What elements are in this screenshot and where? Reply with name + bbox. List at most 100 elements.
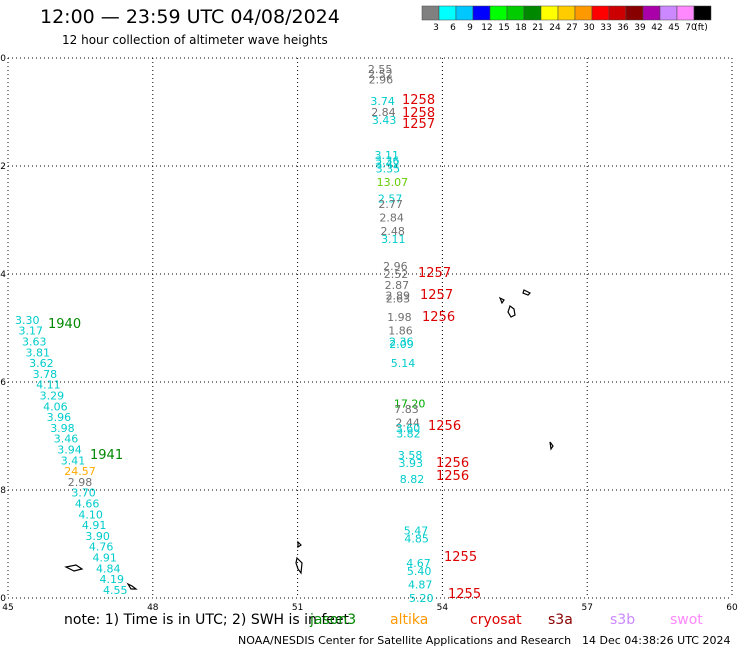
observations: 2.552.522.963.742.843.433.113.363.423.35… [15, 63, 434, 605]
legend-swatch [574, 5, 593, 21]
pass-number: 1256 [436, 456, 469, 471]
wave-height-value: 3.81 [26, 346, 50, 359]
legend-label: 36 [617, 23, 629, 33]
wave-height-value: 4.11 [36, 379, 61, 392]
satellite-s3a: s3a [548, 612, 573, 628]
color-legend: 3 6 9 12 15 18 21 24 27 30 33 36 39 42 45 70(ft) [421, 5, 712, 33]
island-outline [522, 289, 532, 296]
wave-height-value: 3.62 [29, 357, 54, 370]
wave-height-value: 3.11 [381, 233, 406, 246]
map-grid: 45 48 51 54 57 60 0 -2 -4 -6 -8 -10 [0, 54, 738, 613]
x-tick-label: 57 [581, 603, 592, 613]
land-outlines [64, 289, 554, 590]
wave-height-value: 2.84 [371, 106, 396, 119]
legend-swatch [557, 5, 576, 21]
wave-height-value: 3.90 [85, 530, 110, 543]
wave-height-value: 2.89 [385, 290, 410, 303]
footnote: note: 1) Time is in UTC; 2) SWH is in fe… [64, 612, 350, 628]
x-tick-label: 51 [292, 603, 303, 613]
wave-height-value: 2.55 [368, 63, 393, 76]
wave-height-value: 4.06 [43, 400, 68, 413]
wave-height-value: 2.48 [380, 225, 405, 238]
pass-number: 1257 [402, 117, 435, 132]
legend-swatch [659, 5, 678, 21]
wave-height-value: 3.58 [398, 449, 423, 462]
legend-swatch [506, 5, 525, 21]
wave-height-value: 2.87 [385, 279, 410, 292]
pass-labels: 1258125812571257125712561940125619411256… [48, 93, 481, 602]
legend-swatch [472, 5, 491, 21]
wave-height-value: 3.70 [71, 487, 96, 500]
wave-height-value: 2.96 [383, 260, 408, 273]
wave-height-value: 1.98 [387, 311, 412, 324]
y-tick-label: -8 [0, 486, 6, 496]
wave-height-value: 4.19 [99, 573, 124, 586]
legend-label: 42 [651, 23, 662, 33]
wave-height-value: 3.78 [33, 368, 58, 381]
wave-height-value: 3.60 [396, 422, 421, 435]
x-tick-label: 60 [726, 603, 738, 613]
legend-label: 18 [515, 23, 527, 33]
pass-number: 1256 [436, 469, 469, 484]
wave-height-value: 4.91 [92, 552, 117, 565]
pass-number: 1257 [418, 266, 451, 281]
legend-label: 45 [668, 23, 679, 33]
wave-height-value: 2.77 [378, 198, 403, 211]
legend-swatch [642, 5, 661, 21]
pass-number: 1258 [402, 93, 435, 108]
wave-height-value: 1.86 [388, 325, 413, 338]
footer-timestamp: 14 Dec 04:38:26 UTC 2024 [582, 634, 731, 647]
pass-number: 1255 [444, 550, 477, 565]
pass-number: 1940 [48, 317, 81, 332]
wave-height-value: 5.14 [391, 357, 416, 370]
wave-height-value: 3.17 [19, 325, 44, 338]
wave-height-value: 3.29 [40, 390, 65, 403]
wave-height-value: 3.30 [15, 314, 40, 327]
legend-label: 9 [467, 23, 473, 33]
wave-height-value: 3.43 [372, 114, 397, 127]
wave-height-value: 8.82 [400, 473, 425, 486]
legend-label: 3 [433, 23, 439, 33]
y-tick-label: -2 [0, 162, 6, 172]
y-tick-label: -10 [0, 594, 6, 604]
wave-height-value: 2.98 [68, 476, 93, 489]
wave-height-value: 3.11 [375, 149, 400, 162]
wave-height-value: 2.36 [389, 336, 414, 349]
legend-swatch [608, 5, 627, 21]
wave-height-value: 3.46 [54, 433, 79, 446]
wave-height-value: 3.82 [396, 427, 421, 440]
wave-height-value: 3.41 [61, 454, 85, 467]
wave-height-value: 3.42 [375, 157, 400, 170]
wave-height-value: 2.09 [389, 338, 414, 351]
legend-label: 21 [532, 23, 543, 33]
page-title: 12:00 — 23:59 UTC 04/08/2024 [40, 6, 340, 28]
pass-number: 1255 [448, 587, 481, 602]
legend-label: 33 [600, 23, 611, 33]
legend-label: 24 [549, 23, 561, 33]
legend-swatch [540, 5, 559, 21]
legend-swatch [693, 5, 712, 21]
pass-number: 1258 [402, 106, 435, 121]
wave-height-value: 13.07 [377, 176, 409, 189]
legend-label: 6 [450, 23, 456, 33]
satellite-swot: swot [670, 612, 703, 628]
x-tick-label: 48 [147, 603, 159, 613]
wave-height-value: 24.57 [64, 465, 96, 478]
wave-height-value: 4.85 [404, 533, 429, 546]
wave-height-value: 4.10 [78, 508, 103, 521]
satellite-jason3: jason3 [310, 612, 357, 628]
wave-height-value: 2.63 [386, 292, 411, 305]
legend-swatch [591, 5, 610, 21]
wave-height-value: 3.98 [50, 422, 74, 435]
legend-unit: (ft) [694, 23, 708, 33]
pass-number: 1256 [422, 310, 455, 325]
wave-height-value: 2.44 [395, 417, 420, 430]
y-tick-label: -4 [0, 270, 6, 280]
wave-height-value: 5.40 [407, 565, 432, 578]
wave-height-value: 4.84 [96, 562, 121, 575]
pass-number: 1941 [90, 448, 123, 463]
wave-height-value: 4.91 [82, 519, 107, 532]
legend-swatch [421, 5, 440, 21]
wave-height-value: 3.63 [22, 336, 47, 349]
